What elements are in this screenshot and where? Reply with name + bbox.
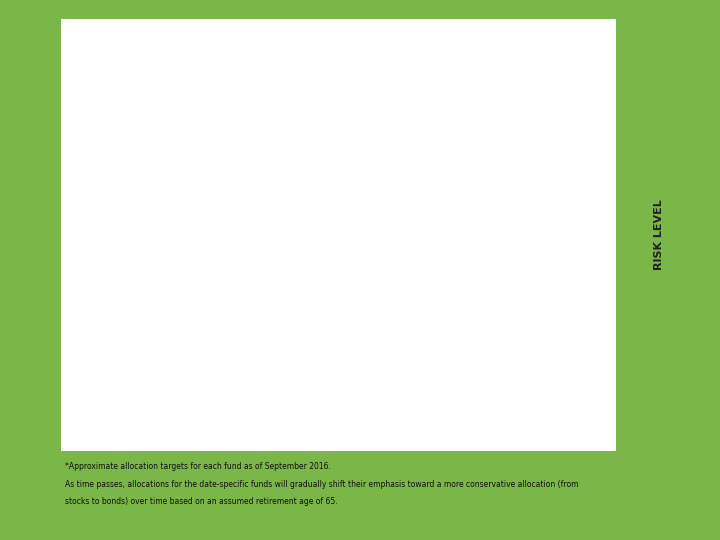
Text: Potential Fund Choice: Potential Fund Choice xyxy=(107,35,252,48)
Text: As time passes, allocations for the date-specific funds will gradually shift the: As time passes, allocations for the date… xyxy=(65,480,578,489)
Wedge shape xyxy=(379,354,406,381)
Text: Less aggressive: Less aggressive xyxy=(536,262,545,329)
Text: Stocks: Stocks xyxy=(180,420,212,430)
Text: 20%: 20% xyxy=(405,163,420,168)
Text: Target Retirement 2035 Fund: Target Retirement 2035 Fund xyxy=(103,160,246,170)
Text: 65%: 65% xyxy=(396,213,412,219)
Text: 90%: 90% xyxy=(400,81,415,87)
Text: *Approximate allocation targets for each fund as of September 2016.: *Approximate allocation targets for each… xyxy=(65,462,330,471)
Wedge shape xyxy=(379,84,407,112)
Text: Target Retirement 2045 Fund: Target Retirement 2045 Fund xyxy=(103,105,246,115)
Wedge shape xyxy=(385,84,393,98)
Text: 80%: 80% xyxy=(398,147,414,153)
Text: 30%: 30% xyxy=(390,345,406,352)
Text: 54%: 54% xyxy=(395,279,410,285)
Text: Target Retirement 2025 Fund: Target Retirement 2025 Fund xyxy=(103,228,246,238)
Text: 46%: 46% xyxy=(405,293,420,299)
Wedge shape xyxy=(379,152,407,179)
Circle shape xyxy=(145,415,170,434)
Wedge shape xyxy=(379,286,393,314)
Wedge shape xyxy=(393,354,407,372)
Text: Bonds: Bonds xyxy=(262,420,292,430)
Text: RISK LEVEL: RISK LEVEL xyxy=(654,199,664,271)
Text: 70%: 70% xyxy=(403,356,419,362)
Text: stocks to bonds) over time based on an assumed retirement age of 65.: stocks to bonds) over time based on an a… xyxy=(65,497,338,507)
Text: More aggressive: More aggressive xyxy=(536,97,545,166)
Wedge shape xyxy=(380,152,393,165)
Text: Investment Mix*: Investment Mix* xyxy=(366,35,475,48)
Bar xyxy=(65,22,612,60)
Text: Target Retirement 2015 Fund: Target Retirement 2015 Fund xyxy=(103,295,246,305)
Text: Target Retirement Income Fund†: Target Retirement Income Fund† xyxy=(95,362,253,373)
Text: 10%: 10% xyxy=(405,97,420,103)
Text: 35%: 35% xyxy=(405,227,420,233)
Wedge shape xyxy=(382,219,407,247)
Wedge shape xyxy=(390,286,407,314)
Text: Target Retirement 2055 Fund: Target Retirement 2055 Fund xyxy=(103,78,246,88)
Circle shape xyxy=(228,415,252,434)
Wedge shape xyxy=(379,219,393,241)
